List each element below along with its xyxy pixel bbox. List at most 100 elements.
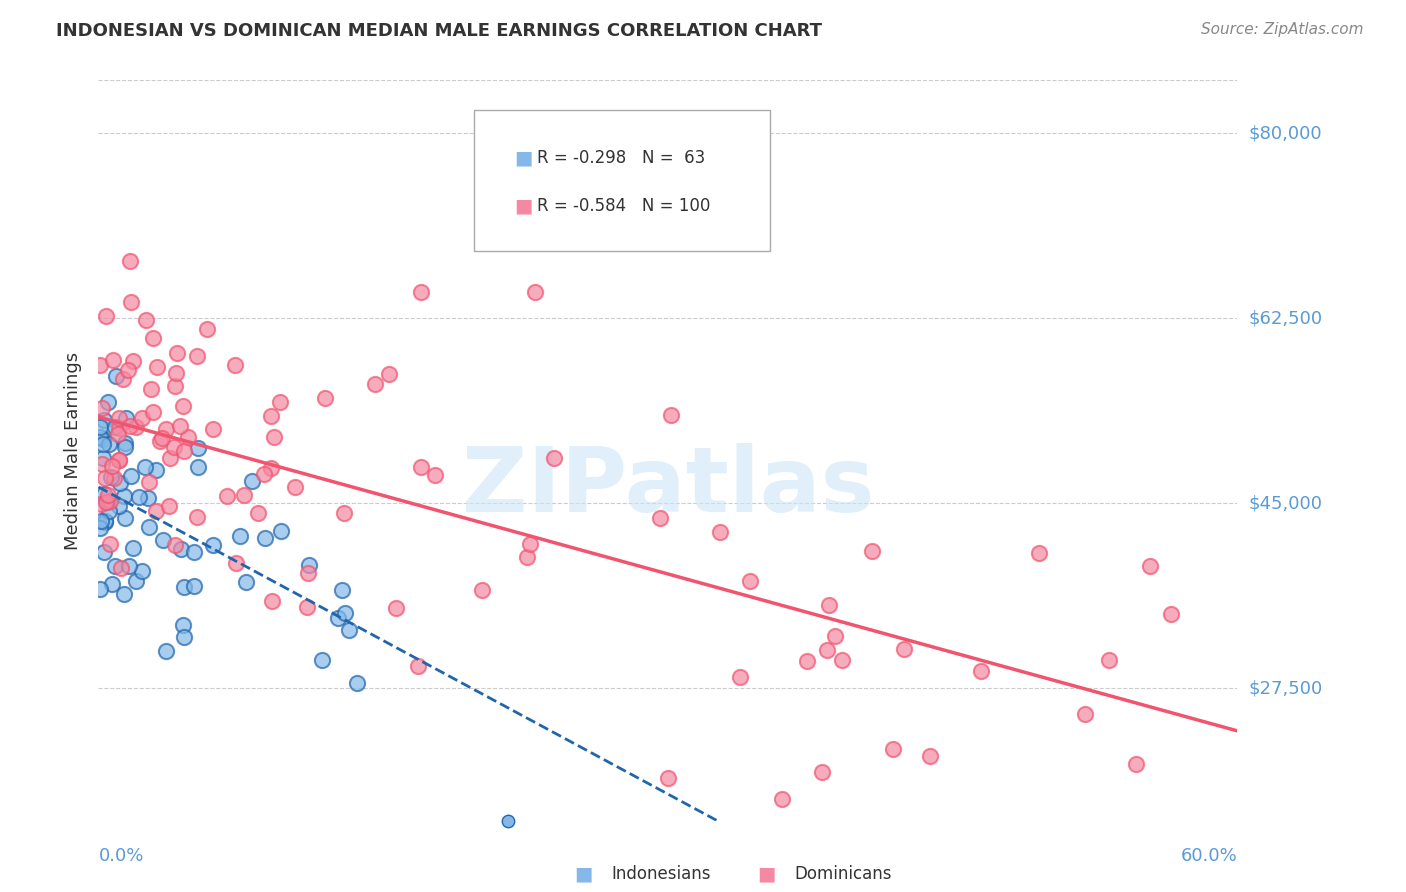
Text: INDONESIAN VS DOMINICAN MEDIAN MALE EARNINGS CORRELATION CHART: INDONESIAN VS DOMINICAN MEDIAN MALE EARN… bbox=[56, 22, 823, 40]
Point bbox=[263, 430, 285, 444]
Point bbox=[122, 541, 145, 555]
Point bbox=[166, 345, 188, 359]
Point bbox=[1073, 706, 1095, 721]
Point bbox=[94, 309, 117, 323]
Point bbox=[730, 670, 752, 684]
Point bbox=[163, 379, 186, 393]
Point bbox=[163, 538, 186, 552]
Point bbox=[108, 453, 131, 467]
Point bbox=[411, 285, 433, 299]
Point bbox=[918, 748, 941, 763]
Point bbox=[183, 545, 205, 559]
Point bbox=[217, 489, 239, 503]
Point bbox=[124, 419, 146, 434]
Text: Indonesians: Indonesians bbox=[612, 865, 711, 883]
Point bbox=[423, 468, 446, 483]
Point bbox=[145, 359, 167, 374]
Point bbox=[108, 499, 131, 513]
Point bbox=[155, 422, 177, 436]
Text: R = -0.298   N =  63: R = -0.298 N = 63 bbox=[537, 149, 706, 167]
Point bbox=[89, 520, 111, 534]
Point bbox=[122, 353, 145, 368]
Point bbox=[112, 587, 135, 601]
Text: $80,000: $80,000 bbox=[1249, 124, 1322, 142]
Point bbox=[134, 459, 156, 474]
Point bbox=[233, 488, 256, 502]
Point bbox=[128, 491, 150, 505]
Point bbox=[163, 440, 186, 454]
Point bbox=[131, 564, 153, 578]
Text: $62,500: $62,500 bbox=[1249, 310, 1323, 327]
Point bbox=[406, 659, 429, 673]
Point bbox=[1125, 756, 1147, 771]
Point bbox=[409, 459, 432, 474]
Point bbox=[225, 557, 247, 571]
Point bbox=[172, 399, 194, 413]
Point bbox=[262, 594, 284, 608]
Y-axis label: Median Male Earnings: Median Male Earnings bbox=[65, 351, 83, 549]
Point bbox=[471, 583, 494, 598]
Point bbox=[100, 470, 122, 484]
Text: Dominicans: Dominicans bbox=[794, 865, 891, 883]
Point bbox=[1139, 559, 1161, 574]
Point bbox=[186, 509, 208, 524]
Point bbox=[195, 322, 218, 336]
Point bbox=[524, 285, 547, 299]
Point bbox=[364, 377, 387, 392]
Point bbox=[657, 772, 679, 786]
Point bbox=[138, 475, 160, 489]
Point bbox=[107, 427, 129, 442]
Point bbox=[91, 432, 114, 446]
Point bbox=[104, 419, 127, 434]
Point bbox=[93, 545, 115, 559]
Point bbox=[90, 514, 112, 528]
Point bbox=[142, 331, 165, 345]
Point bbox=[98, 494, 121, 508]
Point bbox=[384, 601, 406, 615]
Point bbox=[89, 430, 111, 444]
Point bbox=[173, 630, 195, 644]
Point bbox=[253, 531, 276, 545]
Point bbox=[97, 495, 120, 509]
Point bbox=[186, 349, 208, 363]
Point bbox=[94, 515, 117, 529]
Point bbox=[328, 611, 350, 625]
Point bbox=[235, 574, 257, 589]
Point bbox=[94, 514, 117, 528]
Point bbox=[297, 566, 319, 580]
Point bbox=[176, 430, 198, 444]
Point bbox=[377, 367, 399, 381]
Point bbox=[187, 460, 209, 475]
Point bbox=[118, 254, 141, 268]
Point bbox=[108, 476, 131, 491]
Point bbox=[337, 623, 360, 637]
Point bbox=[543, 451, 565, 466]
Point bbox=[269, 395, 291, 409]
Point bbox=[270, 524, 292, 539]
Point bbox=[114, 440, 136, 454]
Point bbox=[125, 574, 148, 589]
Point bbox=[519, 537, 541, 551]
Point bbox=[93, 487, 115, 501]
Point bbox=[117, 559, 139, 574]
Point bbox=[108, 453, 131, 467]
Point bbox=[770, 792, 793, 806]
Point bbox=[311, 653, 333, 667]
Point bbox=[811, 764, 834, 779]
Point bbox=[103, 558, 125, 573]
Point bbox=[169, 418, 191, 433]
Text: ■: ■ bbox=[756, 864, 776, 883]
Point bbox=[246, 506, 269, 520]
Point bbox=[97, 504, 120, 518]
Point bbox=[152, 533, 174, 547]
Point bbox=[120, 418, 142, 433]
Point bbox=[103, 471, 125, 485]
Point bbox=[815, 643, 838, 657]
Point bbox=[112, 489, 135, 503]
Point bbox=[94, 495, 117, 509]
Point bbox=[115, 411, 138, 425]
Point bbox=[97, 488, 120, 502]
Point bbox=[91, 457, 114, 471]
Point bbox=[138, 519, 160, 533]
Text: $45,000: $45,000 bbox=[1249, 494, 1323, 512]
